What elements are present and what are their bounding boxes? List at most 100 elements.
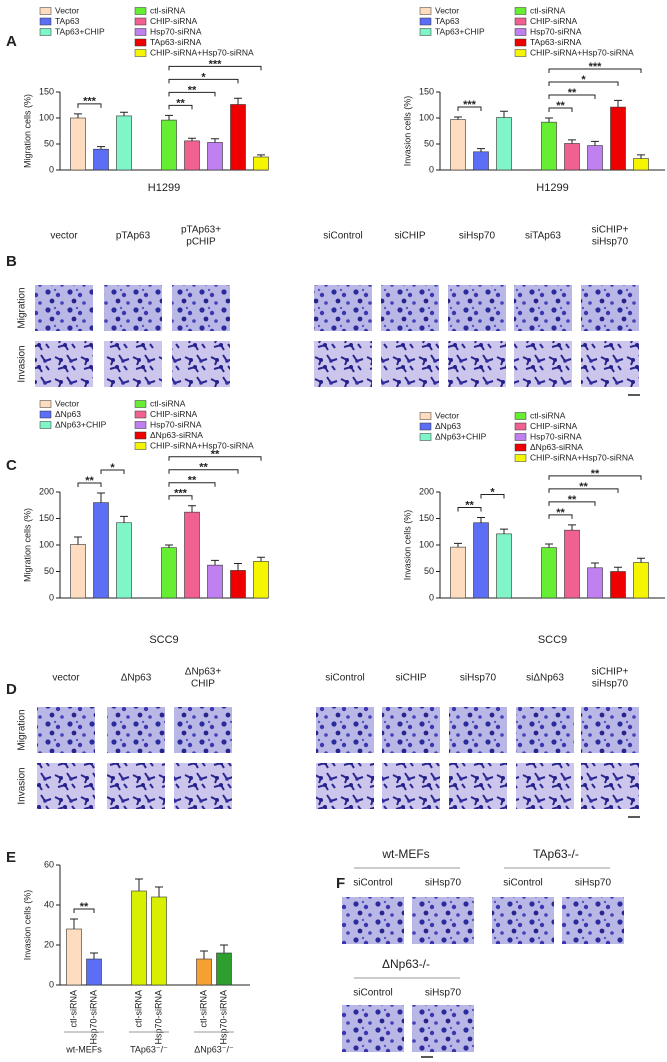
- error-bar: [477, 516, 485, 523]
- column-label: siCHIP: [394, 231, 425, 242]
- error-bar: [200, 950, 208, 959]
- y-tick-label: 150: [39, 86, 54, 96]
- legend-swatch: [39, 421, 52, 429]
- legend-label: Hsp70-siRNA: [150, 419, 202, 429]
- significance-label: ***: [589, 61, 603, 73]
- y-tick-label: 0: [49, 979, 54, 989]
- column-label: siHsp70: [459, 231, 496, 242]
- legend-swatch: [514, 443, 527, 452]
- legend-label: Vector: [55, 5, 79, 15]
- significance-label: **: [591, 468, 600, 480]
- bar: [230, 570, 246, 599]
- legend-label: TAp63-siRNA: [530, 37, 582, 47]
- bar: [564, 143, 580, 171]
- significance-bracket: [168, 469, 239, 474]
- bar: [541, 547, 557, 599]
- legend-label: Vector: [435, 5, 459, 15]
- legend-label: CHIP-siRNA: [530, 421, 578, 431]
- legend-swatch: [134, 28, 147, 36]
- legend-swatch: [419, 17, 432, 26]
- error-bar: [614, 566, 622, 572]
- significance-label: **: [556, 507, 565, 519]
- bar: [564, 529, 580, 599]
- legend-swatch: [514, 433, 527, 441]
- legend-swatch: [134, 7, 147, 15]
- legend-swatch: [39, 17, 52, 26]
- legend-swatch: [514, 17, 527, 26]
- panel-label: F: [336, 875, 345, 892]
- micrograph: [448, 285, 506, 331]
- group-label: wt-MEFs: [381, 847, 429, 861]
- y-tick-label: 150: [39, 513, 54, 523]
- y-tick-label: 50: [424, 566, 434, 576]
- significance-bracket: [168, 482, 216, 487]
- row-label: Invasion: [17, 345, 28, 382]
- column-label: pTAp63+: [181, 225, 221, 236]
- y-tick-label: 50: [424, 138, 434, 148]
- x-axis-label: SCC9: [538, 634, 567, 646]
- error-bar: [97, 492, 105, 503]
- significance-label: ***: [83, 96, 97, 108]
- micrograph: [516, 763, 574, 809]
- legend-swatch: [514, 454, 527, 462]
- micrograph: [381, 341, 439, 387]
- legend-label: ΔNp63: [435, 421, 461, 431]
- micrograph: [449, 707, 507, 753]
- micrograph: [316, 763, 374, 809]
- legend-label: ΔNp63: [55, 409, 81, 419]
- significance-label: **: [211, 449, 220, 461]
- significance-bracket: [168, 91, 216, 97]
- micrograph: [35, 341, 93, 387]
- legend-label: Hsp70-siRNA: [530, 26, 582, 36]
- column-label: siControl: [323, 231, 362, 242]
- significance-bracket: [168, 495, 193, 500]
- micrograph: [174, 763, 232, 809]
- bar: [230, 104, 246, 171]
- error-bar: [568, 524, 576, 531]
- y-tick-label: 200: [39, 486, 54, 496]
- bar: [116, 522, 132, 599]
- error-bar: [637, 557, 645, 563]
- bar: [496, 533, 512, 599]
- y-axis-label: Invasion cells (%): [22, 890, 32, 961]
- bar: [587, 567, 603, 599]
- significance-bracket: [548, 107, 573, 112]
- bar: [116, 115, 132, 171]
- micrograph: [314, 341, 372, 387]
- legend-swatch: [419, 412, 432, 420]
- x-tick-label: wt-MEFs: [65, 1044, 102, 1054]
- panel-label: C: [6, 457, 17, 474]
- y-tick-label: 100: [39, 539, 54, 549]
- bar-label: ctl-siRNA: [198, 990, 208, 1028]
- bar: [207, 142, 223, 171]
- legend-label: ctl-siRNA: [530, 5, 566, 15]
- bar: [253, 561, 269, 599]
- legend-label: TAp63+CHIP: [55, 26, 105, 36]
- bar-label: ctl-siRNA: [133, 990, 143, 1028]
- micrograph: [35, 285, 93, 331]
- bar: [70, 117, 86, 171]
- micrograph: [172, 285, 230, 331]
- bar: [86, 958, 102, 986]
- column-label: pCHIP: [186, 237, 216, 248]
- error-bar: [74, 536, 82, 545]
- error-bar: [614, 99, 622, 108]
- legend-label: TAp63+CHIP: [435, 26, 485, 36]
- micrograph: [449, 763, 507, 809]
- micrograph: [107, 763, 165, 809]
- significance-label: *: [201, 71, 206, 83]
- legend-swatch: [419, 433, 432, 441]
- bar: [70, 544, 86, 599]
- legend-label: CHIP-siRNA+Hsp70-siRNA: [150, 47, 254, 57]
- micrograph: [581, 763, 639, 809]
- micrograph: [581, 707, 639, 753]
- micrograph: [316, 707, 374, 753]
- column-label: pTAp63: [116, 231, 151, 242]
- significance-bracket: [77, 103, 102, 108]
- bar: [161, 547, 177, 599]
- y-tick-label: 0: [49, 592, 54, 602]
- legend-label: TAp63: [55, 16, 80, 26]
- column-label: siControl: [353, 878, 392, 889]
- error-bar: [155, 886, 163, 897]
